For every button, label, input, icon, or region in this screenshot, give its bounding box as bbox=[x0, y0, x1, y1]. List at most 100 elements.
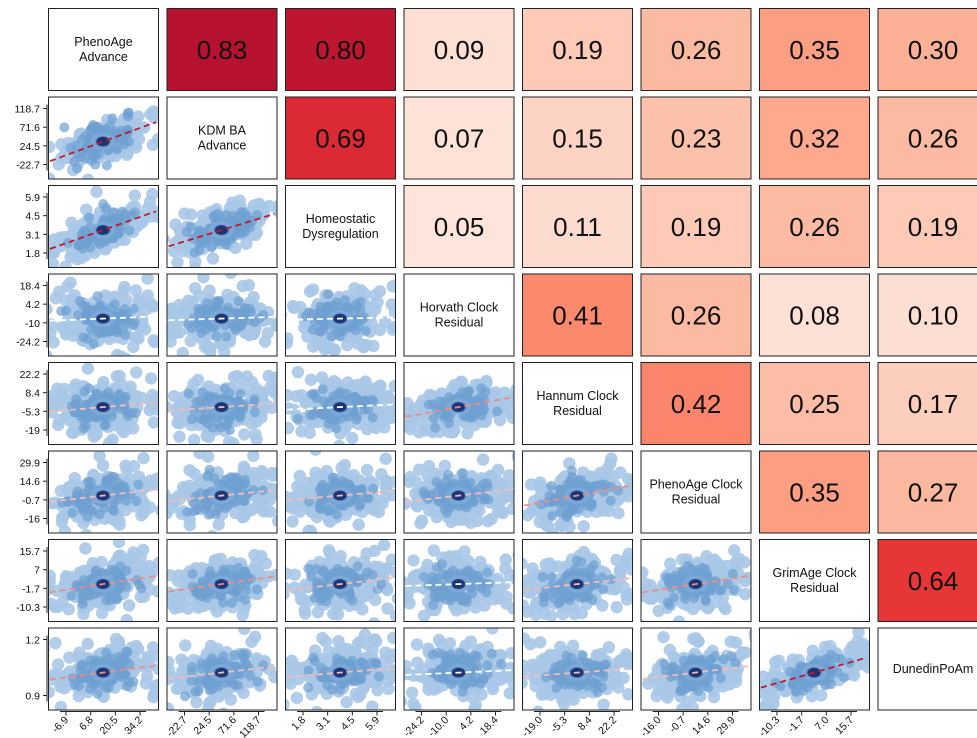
scatter-point bbox=[64, 250, 77, 264]
scatter-point bbox=[117, 206, 128, 217]
scatter-point bbox=[173, 239, 187, 252]
scatter-point bbox=[52, 418, 65, 432]
cell-r5-c3 bbox=[403, 450, 515, 534]
scatter-point bbox=[133, 479, 144, 490]
variable-label: PhenoAge bbox=[74, 35, 132, 49]
scatter-point bbox=[104, 120, 115, 131]
scatter-point bbox=[255, 464, 268, 478]
scatter-point bbox=[591, 480, 602, 491]
scatter-point bbox=[423, 504, 436, 517]
correlation-value: 0.07 bbox=[434, 124, 485, 154]
scatter-point bbox=[48, 326, 57, 340]
scatter-point bbox=[48, 575, 57, 588]
trend-line bbox=[405, 396, 512, 418]
scatter-point bbox=[176, 346, 190, 356]
cell-r2-c7: 0.19 bbox=[877, 185, 977, 268]
scatter-point bbox=[329, 567, 340, 578]
scatter-point bbox=[112, 324, 123, 335]
correlation-value: 0.32 bbox=[789, 124, 840, 154]
scatter-point bbox=[197, 274, 210, 284]
scatter-point bbox=[48, 257, 60, 268]
scatter-point bbox=[285, 332, 294, 345]
scatter-point bbox=[206, 252, 220, 265]
cell-r0-c7: 0.30 bbox=[877, 8, 977, 91]
scatter-point bbox=[84, 212, 95, 223]
cell-r0-c1: 0.83 bbox=[166, 8, 278, 91]
scatter-point bbox=[77, 505, 88, 516]
scatter-point bbox=[304, 496, 315, 507]
cell-r3-c0 bbox=[48, 273, 159, 357]
scatter-point bbox=[120, 391, 131, 402]
scatter-point bbox=[407, 554, 420, 567]
scatter-point bbox=[121, 495, 132, 506]
trend-line bbox=[49, 315, 157, 322]
scatter-point bbox=[130, 392, 143, 405]
scatter-point bbox=[348, 282, 361, 295]
variable-label: Horvath Clock bbox=[420, 301, 499, 315]
scatter-point bbox=[130, 407, 141, 418]
scatter-point bbox=[605, 495, 616, 506]
scatter-point bbox=[604, 457, 617, 470]
scatter-cell-frame bbox=[403, 362, 515, 445]
scatter-point bbox=[441, 508, 452, 519]
scatter-point bbox=[201, 587, 212, 598]
scatter-point bbox=[129, 284, 143, 297]
scatter-point bbox=[352, 561, 363, 572]
scatter-points bbox=[522, 451, 633, 533]
scatter-point bbox=[248, 397, 259, 408]
scatter-point bbox=[59, 122, 70, 133]
scatter-point bbox=[181, 226, 192, 237]
scatter-point bbox=[112, 593, 123, 604]
scatter-point bbox=[323, 289, 334, 300]
scatter-point bbox=[367, 419, 381, 432]
scatter-point bbox=[481, 514, 495, 528]
scatter-point bbox=[79, 236, 90, 247]
scatter-point bbox=[359, 312, 370, 323]
cell-r3-c1 bbox=[166, 273, 278, 357]
scatter-point bbox=[167, 233, 170, 244]
trend-line bbox=[168, 213, 275, 248]
scatter-point bbox=[81, 141, 92, 152]
scatter-point bbox=[48, 336, 60, 349]
scatter-point bbox=[212, 504, 223, 515]
scatter-point bbox=[221, 239, 232, 250]
scatter-point bbox=[128, 303, 139, 314]
scatter-point bbox=[221, 331, 232, 342]
scatter-point bbox=[247, 451, 260, 463]
scatter-cell-frame bbox=[166, 185, 278, 268]
scatter-point bbox=[118, 280, 131, 294]
scatter-cell-frame bbox=[166, 539, 278, 622]
scatter-point bbox=[307, 475, 320, 488]
scatter-point bbox=[546, 480, 557, 491]
scatter-points bbox=[285, 451, 396, 533]
scatter-point bbox=[122, 410, 133, 421]
trend-line bbox=[168, 575, 275, 593]
density-center bbox=[96, 136, 110, 147]
variable-label: Dysregulation bbox=[302, 227, 378, 241]
scatter-point bbox=[546, 527, 559, 533]
correlation-value: 0.69 bbox=[315, 124, 366, 154]
scatter-point bbox=[80, 131, 91, 142]
scatter-points bbox=[285, 274, 396, 356]
cell-r5-c7: 0.27 bbox=[877, 450, 977, 534]
scatter-point bbox=[376, 579, 387, 590]
scatter-point bbox=[67, 507, 78, 518]
scatter-point bbox=[81, 301, 92, 312]
scatter-cell-frame bbox=[403, 450, 515, 534]
scatter-point bbox=[131, 496, 142, 507]
correlation-cell-fill bbox=[640, 273, 752, 357]
scatter-point bbox=[295, 425, 308, 438]
cell-r3-c4: 0.41 bbox=[522, 273, 633, 357]
correlation-cell-fill bbox=[877, 96, 977, 180]
scatter-point bbox=[238, 428, 251, 441]
diagonal-cell-frame bbox=[285, 185, 396, 268]
cell-r0-c2: 0.80 bbox=[285, 8, 396, 91]
scatter-point bbox=[115, 571, 126, 582]
cell-r1-c0 bbox=[48, 96, 159, 180]
cell-r0-c3: 0.09 bbox=[403, 8, 515, 91]
scatter-point bbox=[198, 414, 209, 425]
trend-line bbox=[49, 401, 157, 413]
scatter-point bbox=[183, 463, 196, 477]
scatter-points bbox=[48, 451, 159, 533]
scatter-cell-frame bbox=[48, 185, 159, 268]
